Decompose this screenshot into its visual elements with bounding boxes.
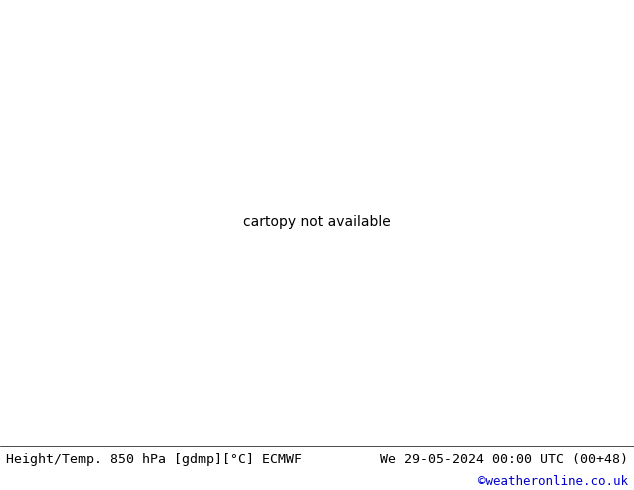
Text: Height/Temp. 850 hPa [gdmp][°C] ECMWF: Height/Temp. 850 hPa [gdmp][°C] ECMWF — [6, 453, 302, 466]
Text: We 29-05-2024 00:00 UTC (00+48): We 29-05-2024 00:00 UTC (00+48) — [380, 453, 628, 466]
Text: cartopy not available: cartopy not available — [243, 216, 391, 229]
Text: ©weatheronline.co.uk: ©weatheronline.co.uk — [477, 475, 628, 489]
